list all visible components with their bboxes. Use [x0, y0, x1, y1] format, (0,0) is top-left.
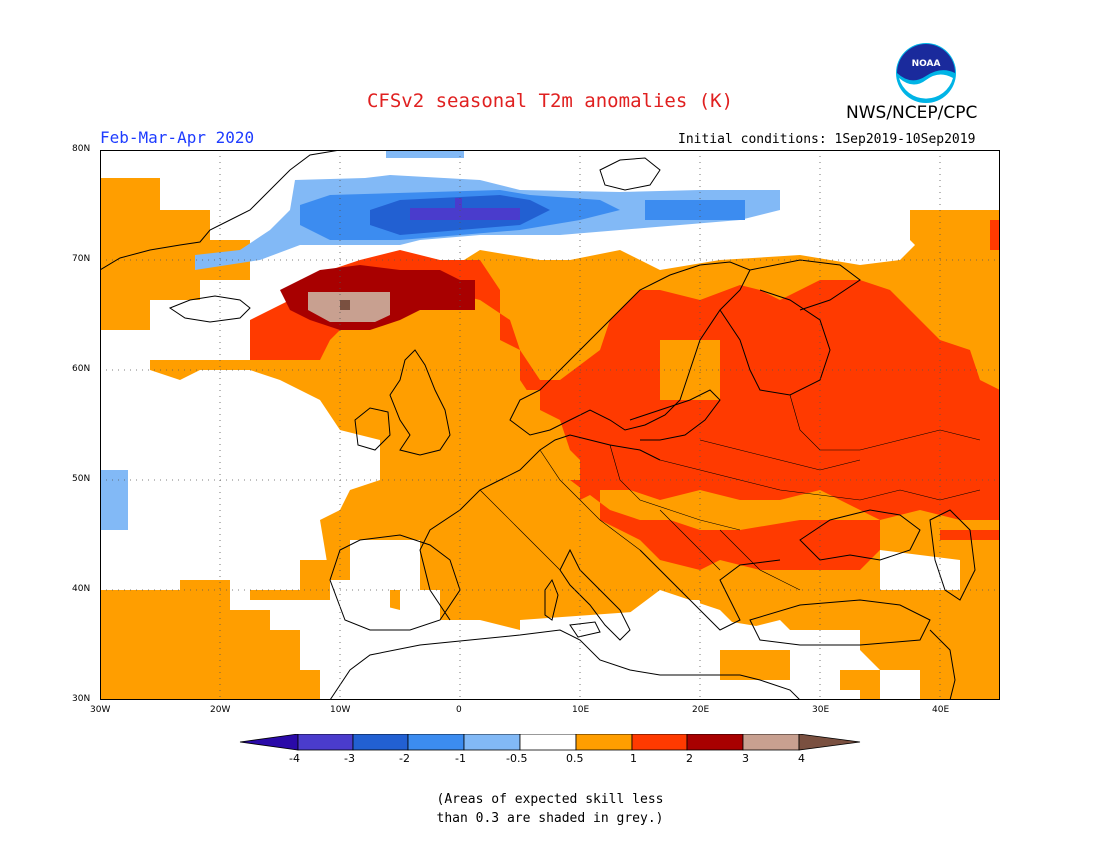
- colorbar-swatch-1-2: [631, 734, 688, 751]
- lon-tick-10w: 10W: [330, 705, 351, 715]
- colorbar-label: -4: [289, 752, 300, 765]
- coastlines: [100, 150, 976, 700]
- colorbar-label: -3: [344, 752, 355, 765]
- lat-tick-30n: 30N: [72, 694, 91, 704]
- colorbar-swatch-2-3: [686, 734, 744, 751]
- lon-tick-30e: 30E: [812, 705, 830, 715]
- colorbar-label: 0.5: [566, 752, 584, 765]
- colorbar-swatch-neutral: [519, 734, 577, 751]
- colorbar-label: 1: [630, 752, 637, 765]
- noaa-logo-icon: NOAA: [896, 43, 956, 103]
- colorbar-swatch-below-neg4: [239, 734, 299, 751]
- lon-tick-20w: 20W: [210, 705, 231, 715]
- lat-tick-40n: 40N: [72, 584, 91, 594]
- colorbar: [239, 734, 861, 751]
- colorbar-label: 4: [798, 752, 805, 765]
- forecast-period: Feb-Mar-Apr 2020: [100, 128, 255, 147]
- skill-note-line-1: (Areas of expected skill less: [436, 792, 664, 807]
- colorbar-swatch-neg3-neg2: [352, 734, 409, 751]
- colorbar-label: -1: [455, 752, 466, 765]
- lon-tick-20e: 20E: [692, 705, 710, 715]
- colorbar-label: -2: [399, 752, 410, 765]
- country-borders: [479, 394, 981, 591]
- anomaly-map: [100, 150, 1000, 700]
- lat-lon-grid: [100, 150, 1000, 700]
- colorbar-swatch-0.5-1: [575, 734, 633, 751]
- lon-tick-30w: 30W: [90, 705, 111, 715]
- agency-label: NWS/NCEP/CPC: [846, 103, 978, 123]
- noaa-logo-text: NOAA: [912, 59, 941, 69]
- lat-tick-50n: 50N: [72, 474, 91, 484]
- colorbar-label: 2: [686, 752, 693, 765]
- anomaly-level-neg3-neg4: [410, 198, 520, 220]
- skill-note-line-2: than 0.3 are shaded in grey.): [436, 811, 664, 826]
- colorbar-label: -0.5: [506, 752, 528, 765]
- lat-tick-60n: 60N: [72, 364, 91, 374]
- colorbar-swatch-neg1-neg0.5: [463, 734, 521, 751]
- colorbar-swatch-3-4: [742, 734, 800, 751]
- lat-tick-80n: 80N: [72, 144, 91, 154]
- lon-tick-40e: 40E: [932, 705, 950, 715]
- colorbar-swatch-above-4: [798, 734, 861, 751]
- lat-tick-70n: 70N: [72, 254, 91, 264]
- lon-tick-10e: 10E: [572, 705, 590, 715]
- colorbar-swatch-neg2-neg1: [407, 734, 465, 751]
- map-title: CFSv2 seasonal T2m anomalies (K): [366, 90, 734, 112]
- lon-tick-0: 0: [456, 705, 462, 715]
- colorbar-swatch-neg4-neg3: [297, 734, 354, 751]
- colorbar-label: 3: [742, 752, 749, 765]
- initial-conditions: Initial conditions: 1Sep2019-10Sep2019: [678, 132, 976, 147]
